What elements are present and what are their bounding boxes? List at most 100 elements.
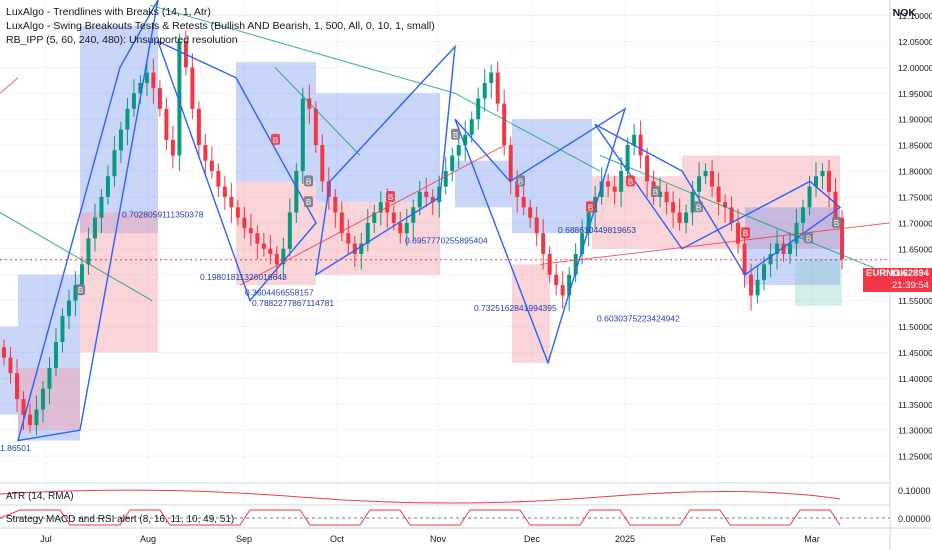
candle-body <box>580 233 585 254</box>
candle-body <box>21 399 26 415</box>
breakout-tag-bg <box>76 284 85 296</box>
breakout-tag: B <box>806 234 811 243</box>
candle-body <box>235 207 240 218</box>
candle-body <box>125 108 130 130</box>
candle-body <box>729 207 734 223</box>
channel-outline <box>156 40 317 302</box>
candle-body <box>359 243 364 254</box>
candle-body <box>755 279 760 296</box>
legend-swing-breakouts[interactable]: LuxAlgo - Swing Breakouts Tests & Retest… <box>6 20 435 32</box>
candle-body <box>586 212 591 234</box>
trend-line <box>599 155 891 276</box>
red-zone <box>80 212 158 353</box>
trend-lines <box>0 0 891 442</box>
price-tag-countdown: 21:39:54 <box>892 280 929 291</box>
candle-body <box>788 243 793 254</box>
candle-body <box>443 171 448 187</box>
legend-rb-ipp[interactable]: RB_IPP (5, 60, 240, 480): Unsupported re… <box>6 34 238 46</box>
candle-body <box>599 181 604 197</box>
candle-body <box>424 191 429 197</box>
candle-body <box>320 145 325 182</box>
candle-body <box>209 160 214 172</box>
breakout-tag-bg <box>651 185 660 197</box>
breakout-tag: B <box>306 177 311 186</box>
candle-body <box>703 171 708 177</box>
candle-body <box>820 171 825 177</box>
y-tick-label: 11.85000 <box>898 141 932 151</box>
strategy-pane-label[interactable]: Strategy MACD and RSI alert (8, 16, 11, … <box>6 514 235 525</box>
candle-body <box>489 72 494 83</box>
candle-body <box>203 145 208 161</box>
candle-body <box>508 145 513 182</box>
breakout-tag: B <box>743 229 748 238</box>
breakout-tag-bg <box>804 232 813 244</box>
candle-body <box>177 41 182 156</box>
candle-body <box>560 285 565 296</box>
candle-body <box>684 212 689 223</box>
breakout-tag-bg <box>304 196 313 208</box>
blue-zone <box>455 160 512 208</box>
candle-body <box>404 222 409 234</box>
candle-body <box>8 357 13 374</box>
candle-body <box>430 196 435 203</box>
y-tick-label: 11.65000 <box>898 244 932 254</box>
candle-body <box>66 300 71 317</box>
candle-body <box>196 108 201 146</box>
x-tick-label: Sep <box>236 534 252 544</box>
indicator-legend[interactable]: LuxAlgo - Trendlines with Breaks (14, 1,… <box>6 5 435 47</box>
candle-body <box>606 181 611 187</box>
candle-body <box>664 191 669 203</box>
candle-body <box>469 119 474 135</box>
candle-body <box>60 316 65 343</box>
atr-pane-label[interactable]: ATR (14, RMA) <box>6 491 74 502</box>
candle-body <box>677 212 682 223</box>
candle-body <box>352 243 357 254</box>
y-tick-label: 11.35000 <box>898 400 932 410</box>
candle-body <box>515 181 520 197</box>
candle-body <box>547 253 552 275</box>
candle-body <box>14 373 19 400</box>
candle-body <box>593 196 598 213</box>
legend-trendlines[interactable]: LuxAlgo - Trendlines with Breaks (14, 1,… <box>6 6 211 18</box>
candle-body <box>339 212 344 234</box>
candle-body <box>144 72 149 83</box>
candle-body <box>47 367 52 389</box>
x-tick-label: Nov <box>430 534 447 544</box>
candle-body <box>417 191 422 208</box>
candle-body <box>105 176 110 197</box>
breakout-tag: B <box>78 286 83 295</box>
candle-body <box>671 202 676 213</box>
time-axis[interactable]: Jul Aug Sep Oct Nov Dec 2025 Feb Mar <box>0 527 932 544</box>
channel-outline <box>594 123 842 276</box>
candle-body <box>242 217 247 229</box>
candle-body <box>365 222 370 244</box>
y-tick-label: 11.95000 <box>898 89 932 99</box>
candle-body <box>391 212 396 223</box>
trend-annotation: 0.6030375223424942 <box>597 313 680 323</box>
breakout-tag: B <box>834 219 839 228</box>
breakout-tag-bg <box>516 175 525 187</box>
candle-body <box>807 186 812 208</box>
candle-body <box>229 196 234 208</box>
candle-body <box>495 72 500 104</box>
candle-body <box>573 253 578 275</box>
candle-body <box>287 212 292 249</box>
price-tag-symbol: EURNOK <box>866 268 908 279</box>
trend-annotation: 0.7325162841994395 <box>474 303 557 313</box>
breakout-tag: B <box>518 177 523 186</box>
trend-line <box>149 4 456 94</box>
y-tick-label: 11.75000 <box>898 192 932 202</box>
candle-body <box>749 274 754 296</box>
y-tick-label: 12.05000 <box>898 37 932 47</box>
atr-pane-value: 0.10000 <box>898 486 931 496</box>
candle-body <box>268 248 273 254</box>
x-tick-label: Jul <box>40 534 52 544</box>
y-tick-label: 11.90000 <box>898 115 932 125</box>
candle-body <box>151 72 156 89</box>
red-zone <box>592 176 682 249</box>
trend-line <box>0 212 153 302</box>
red-zone <box>512 264 550 363</box>
channel-outline <box>315 44 456 277</box>
trend-annotation: 0.6957770255895404 <box>405 236 488 246</box>
